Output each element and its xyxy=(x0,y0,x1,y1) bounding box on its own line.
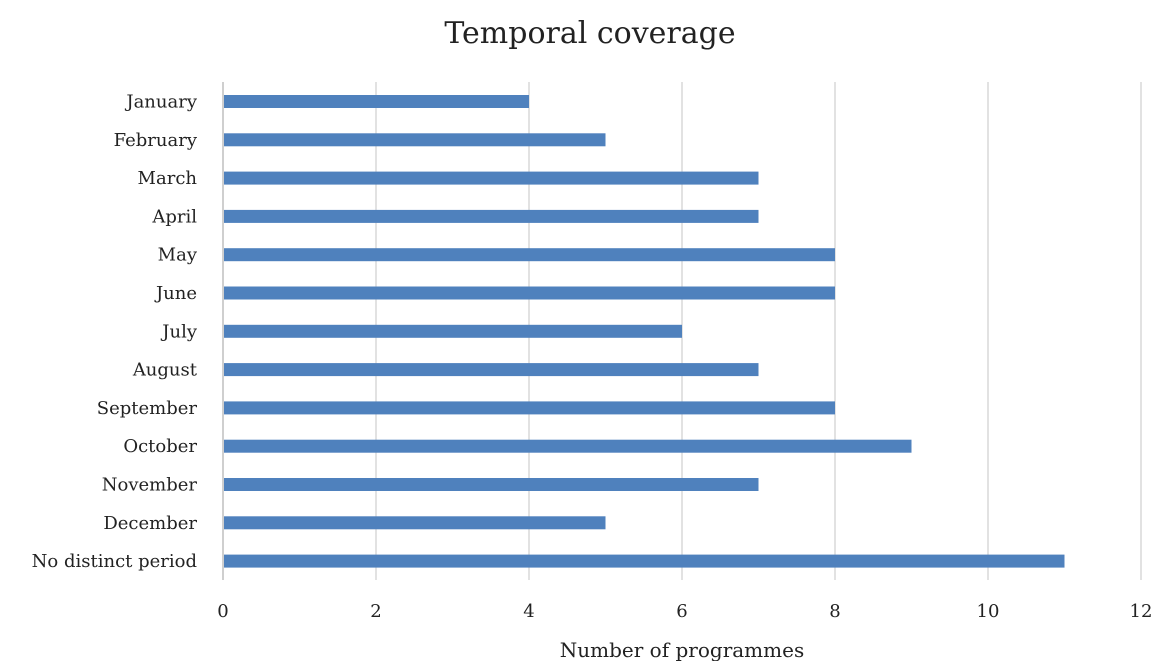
category-label: September xyxy=(97,398,198,419)
bar xyxy=(224,516,606,530)
bar xyxy=(224,171,759,185)
x-tick-label: 4 xyxy=(523,601,534,622)
category-label: June xyxy=(154,283,197,304)
bars xyxy=(224,95,1065,568)
x-tick-labels: 0 2 4 6 8 10 12 xyxy=(217,601,1152,622)
x-axis-title: Number of programmes xyxy=(560,638,804,661)
bar xyxy=(224,401,835,415)
category-label: May xyxy=(158,245,198,266)
category-label: November xyxy=(102,475,198,496)
bar xyxy=(224,133,606,147)
bar xyxy=(224,363,759,377)
x-tick-label: 2 xyxy=(370,601,381,622)
category-label: October xyxy=(123,436,197,457)
bar xyxy=(224,439,912,453)
bar xyxy=(224,248,835,262)
chart-title: Temporal coverage xyxy=(444,16,735,51)
bar xyxy=(224,95,529,108)
bar xyxy=(224,554,1065,568)
category-label: July xyxy=(160,321,198,342)
x-tick-label: 0 xyxy=(217,601,228,622)
category-label: August xyxy=(132,360,198,381)
bar xyxy=(224,286,835,300)
bar xyxy=(224,324,682,338)
x-tick-label: 12 xyxy=(1130,601,1153,622)
bar xyxy=(224,209,759,223)
x-tick-label: 6 xyxy=(676,601,687,622)
category-label: No distinct period xyxy=(32,551,197,572)
x-tick-label: 8 xyxy=(829,601,840,622)
category-label: December xyxy=(103,513,197,534)
category-label: March xyxy=(138,168,198,189)
category-label: January xyxy=(124,92,197,113)
category-label: April xyxy=(151,206,197,227)
x-tick-label: 10 xyxy=(977,601,1000,622)
bar xyxy=(224,478,759,491)
category-labels: January February March April May June July Augu… xyxy=(32,92,198,573)
category-label: February xyxy=(114,130,198,151)
